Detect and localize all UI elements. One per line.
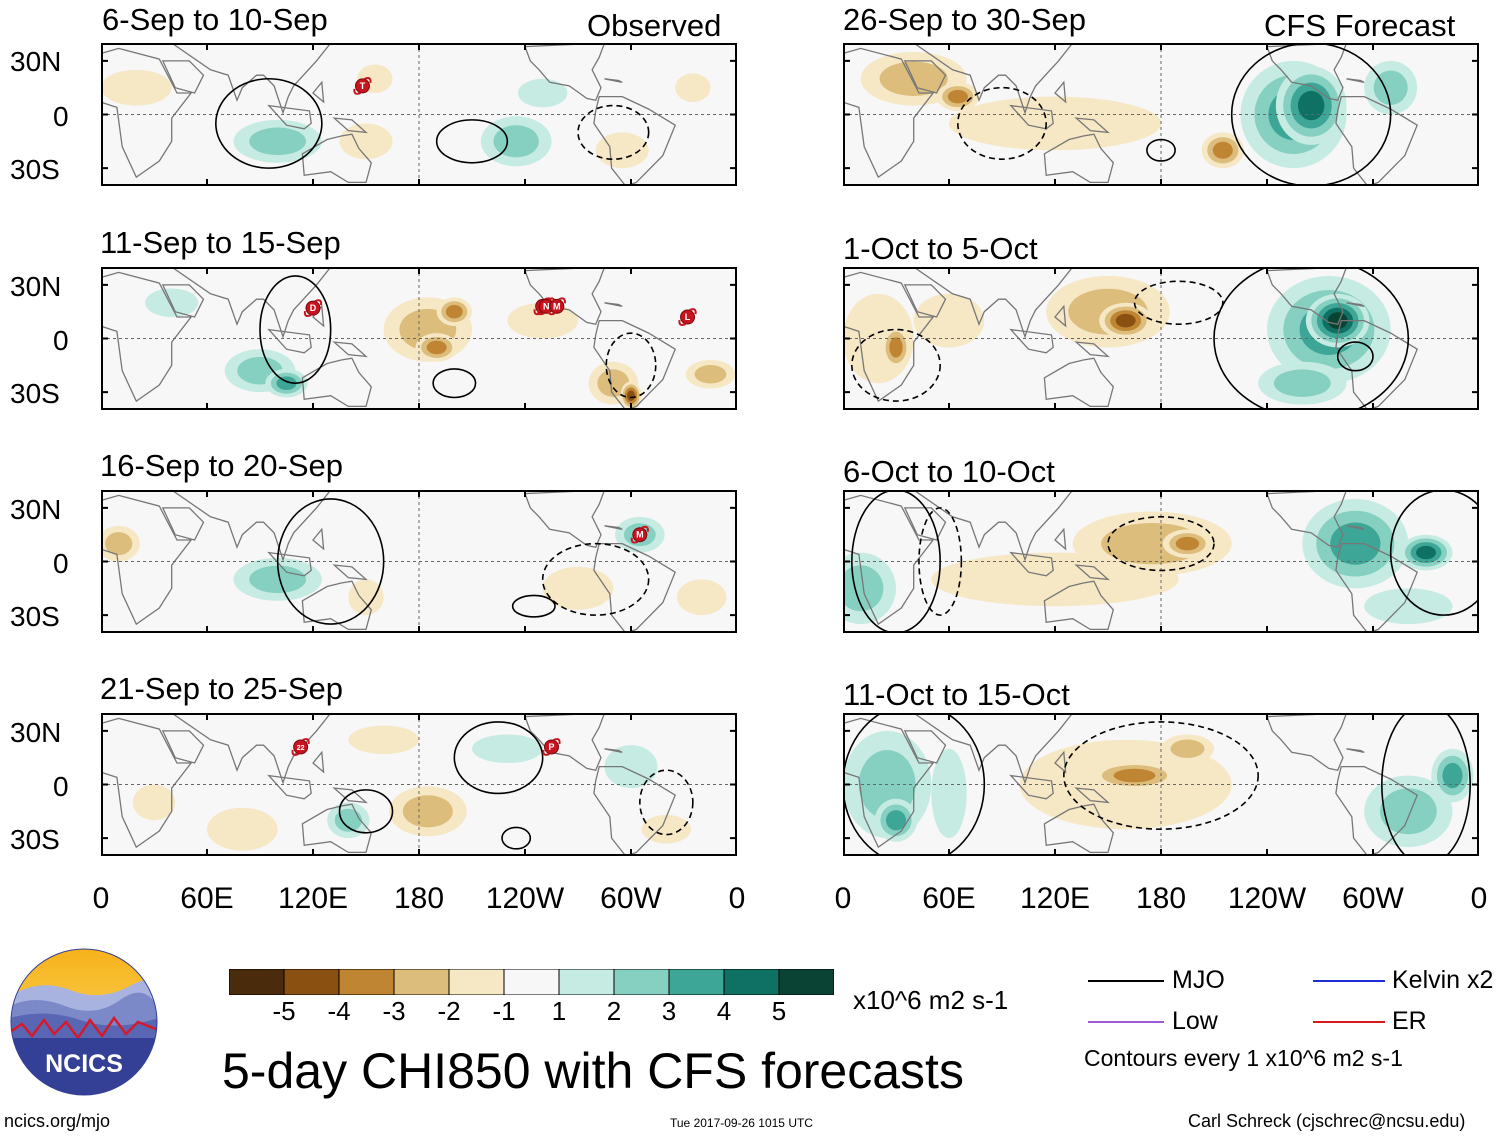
lat-label-30n: 30N: [10, 46, 62, 77]
storm-marker: 22: [291, 738, 310, 756]
legend-swatch-low: [1088, 1021, 1164, 1023]
colorbar-swatch: [613, 969, 670, 995]
colorbar-swatch: [448, 969, 505, 995]
colorbar-swatch: [229, 969, 285, 995]
lon-label-0: 0: [834, 882, 852, 915]
main-title: 5-day CHI850 with CFS forecasts: [222, 1043, 964, 1099]
storm-label: M: [553, 301, 561, 311]
colorbar-swatch: [338, 969, 395, 995]
lat-label-30s: 30S: [10, 154, 60, 185]
legend-label-mjo: MJO: [1172, 966, 1225, 994]
lat-label-eq: 0: [53, 771, 69, 802]
lon-label-120w: 120W: [1227, 882, 1307, 915]
cb-tick: -1: [492, 996, 516, 1026]
storm-label: D: [310, 303, 317, 313]
lat-label-30s: 30S: [10, 824, 60, 855]
colorbar-swatch: [393, 969, 450, 995]
footer-url[interactable]: ncics.org/mjo: [4, 1111, 111, 1131]
map-panel-5: [843, 43, 1479, 186]
storm-label: L: [685, 312, 691, 322]
colorbar-swatch: [668, 969, 725, 995]
map-panel-3: M: [101, 490, 737, 633]
contour-note: Contours every 1 x10^6 m2 s-1: [1084, 1045, 1403, 1071]
lon-label-120w: 120W: [485, 882, 565, 915]
panel-title-8: 11-Oct to 15-Oct: [843, 677, 1070, 712]
colorbar-swatch: [558, 969, 615, 995]
map-panel-7: [843, 490, 1479, 633]
storm-label: T: [360, 81, 366, 91]
cb-tick: 2: [606, 996, 622, 1026]
lon-label-180: 180: [393, 882, 445, 915]
lon-label-0-end: 0: [728, 882, 746, 915]
footer-timestamp: Tue 2017-09-26 1015 UTC: [670, 1116, 813, 1130]
map-panel-6: [843, 267, 1479, 410]
colorbar-swatch: [778, 969, 834, 995]
storm-marker: P: [542, 738, 561, 756]
ncics-logo: NCICS: [10, 948, 158, 1096]
panel-title-6: 1-Oct to 5-Oct: [843, 231, 1038, 266]
storm-marker: D: [303, 299, 323, 317]
panel-title-3: 16-Sep to 20-Sep: [100, 448, 344, 483]
cb-tick: 5: [771, 996, 787, 1026]
storm-marker: M: [547, 297, 566, 316]
lon-label-60w: 60W: [1342, 882, 1404, 915]
lon-label-0-end: 0: [1470, 882, 1488, 915]
lat-label-eq: 0: [53, 325, 69, 356]
map-panel-2: DONML: [101, 267, 737, 410]
observed-label: Observed: [587, 8, 722, 43]
lon-label-60e: 60E: [922, 882, 976, 915]
panel-title-5: 26-Sep to 30-Sep: [843, 2, 1087, 37]
colorbar-swatch: [283, 969, 340, 995]
map-panel-1: T: [101, 43, 737, 186]
lat-label-eq: 0: [53, 548, 69, 579]
lon-label-0: 0: [92, 882, 110, 915]
lon-label-120e: 120E: [277, 882, 349, 915]
storm-marker: T: [353, 77, 372, 95]
legend-label-low: Low: [1172, 1007, 1218, 1035]
lon-label-120e: 120E: [1019, 882, 1091, 915]
lat-label-30n: 30N: [10, 271, 62, 302]
storm-marker: M: [630, 525, 649, 544]
legend-swatch-kelvin: [1313, 980, 1385, 982]
colorbar-swatch: [723, 969, 780, 995]
cb-tick: 4: [716, 996, 732, 1026]
map-panel-4: 22 P: [101, 713, 737, 856]
colorbar-units: x10^6 m2 s-1: [853, 985, 1009, 1015]
cb-tick: 1: [551, 996, 567, 1026]
cb-tick: -5: [272, 996, 296, 1026]
panel-title-2: 11-Sep to 15-Sep: [100, 225, 341, 260]
storm-label: N: [543, 301, 550, 311]
lat-label-30s: 30S: [10, 601, 60, 632]
storm-label: P: [548, 742, 554, 752]
cb-tick: 3: [661, 996, 677, 1026]
panel-title-1: 6-Sep to 10-Sep: [102, 2, 328, 37]
forecast-label: CFS Forecast: [1264, 8, 1456, 43]
logo-text: NCICS: [45, 1050, 123, 1078]
storm-marker: L: [678, 308, 697, 326]
storm-label: 22: [297, 745, 305, 752]
colorbar: [229, 969, 834, 995]
lat-label-30n: 30N: [10, 494, 62, 525]
legend-label-kelvin: Kelvin x2: [1392, 966, 1494, 994]
cb-tick: -4: [327, 996, 351, 1026]
cb-tick: -2: [437, 996, 461, 1026]
lat-label-30s: 30S: [10, 378, 60, 409]
storm-label: M: [636, 530, 644, 540]
legend-swatch-mjo: [1088, 980, 1164, 982]
lat-label-30n: 30N: [10, 717, 62, 748]
cb-tick: -3: [382, 996, 406, 1026]
lon-label-60e: 60E: [180, 882, 234, 915]
panel-title-4: 21-Sep to 25-Sep: [100, 671, 344, 706]
map-panel-8: [843, 713, 1479, 856]
colorbar-swatch: [503, 969, 560, 995]
legend-label-er: ER: [1392, 1007, 1427, 1035]
panel-title-7: 6-Oct to 10-Oct: [843, 454, 1055, 489]
lon-label-60w: 60W: [600, 882, 662, 915]
footer-credit: Carl Schreck (cjschrec@ncsu.edu): [1188, 1111, 1466, 1131]
lat-label-eq: 0: [53, 101, 69, 132]
legend-swatch-er: [1313, 1021, 1385, 1023]
lon-label-180: 180: [1135, 882, 1187, 915]
